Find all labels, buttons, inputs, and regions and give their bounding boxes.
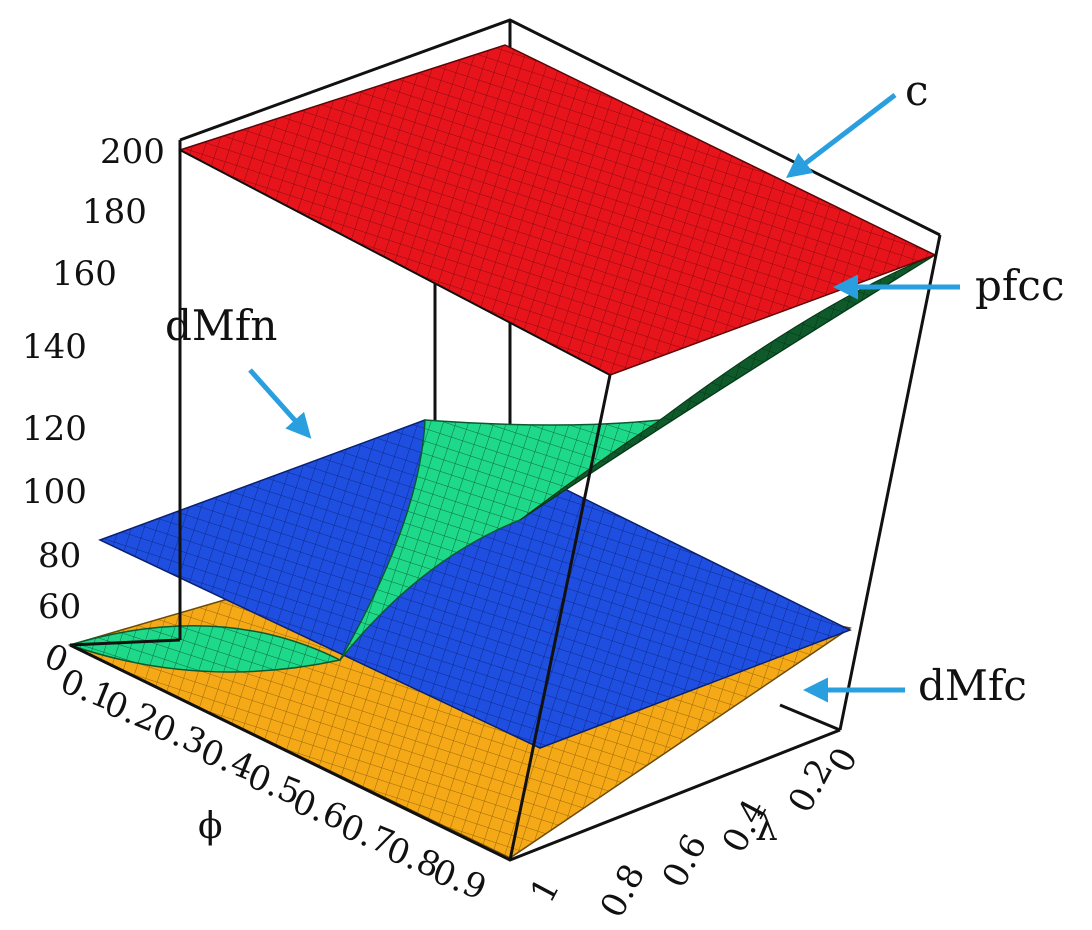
z-tick-label: 180 xyxy=(82,192,147,232)
surface-pfcc-upper xyxy=(519,254,936,521)
z-tick-label: 160 xyxy=(52,254,117,294)
z-tick-label: 120 xyxy=(22,409,87,449)
callout-label-dMfn: dMfn xyxy=(165,301,278,350)
callout-label-dMfc: dMfc xyxy=(918,661,1027,710)
callout-label-c: c xyxy=(905,66,929,115)
lambda-tick-label: 0.8 xyxy=(593,858,654,925)
callout-arrow-dMfn xyxy=(248,368,312,439)
bounding-box-front xyxy=(69,140,942,862)
surface-c-edge xyxy=(179,149,611,376)
surface-dMfn xyxy=(98,419,852,749)
lambda-axis-label: λ xyxy=(755,808,778,849)
callout-arrow-c xyxy=(786,93,897,179)
phi-axis-label: ϕ xyxy=(198,806,223,847)
z-tick-label: 140 xyxy=(22,327,87,367)
z-tick-label: 200 xyxy=(100,132,165,172)
z-tick-label: 100 xyxy=(22,472,87,512)
lambda-tick-label: 1 xyxy=(523,871,568,909)
lambda-tick-label: 0.6 xyxy=(655,828,716,895)
callout-label-pfcc: pfcc xyxy=(975,261,1064,310)
z-axis: 60 80 100 120 140 160 180 200 xyxy=(22,132,165,627)
callouts: c pfcc dMfn dMfc xyxy=(165,66,1064,710)
z-tick-label: 60 xyxy=(38,587,81,627)
z-tick-label: 80 xyxy=(38,536,81,576)
